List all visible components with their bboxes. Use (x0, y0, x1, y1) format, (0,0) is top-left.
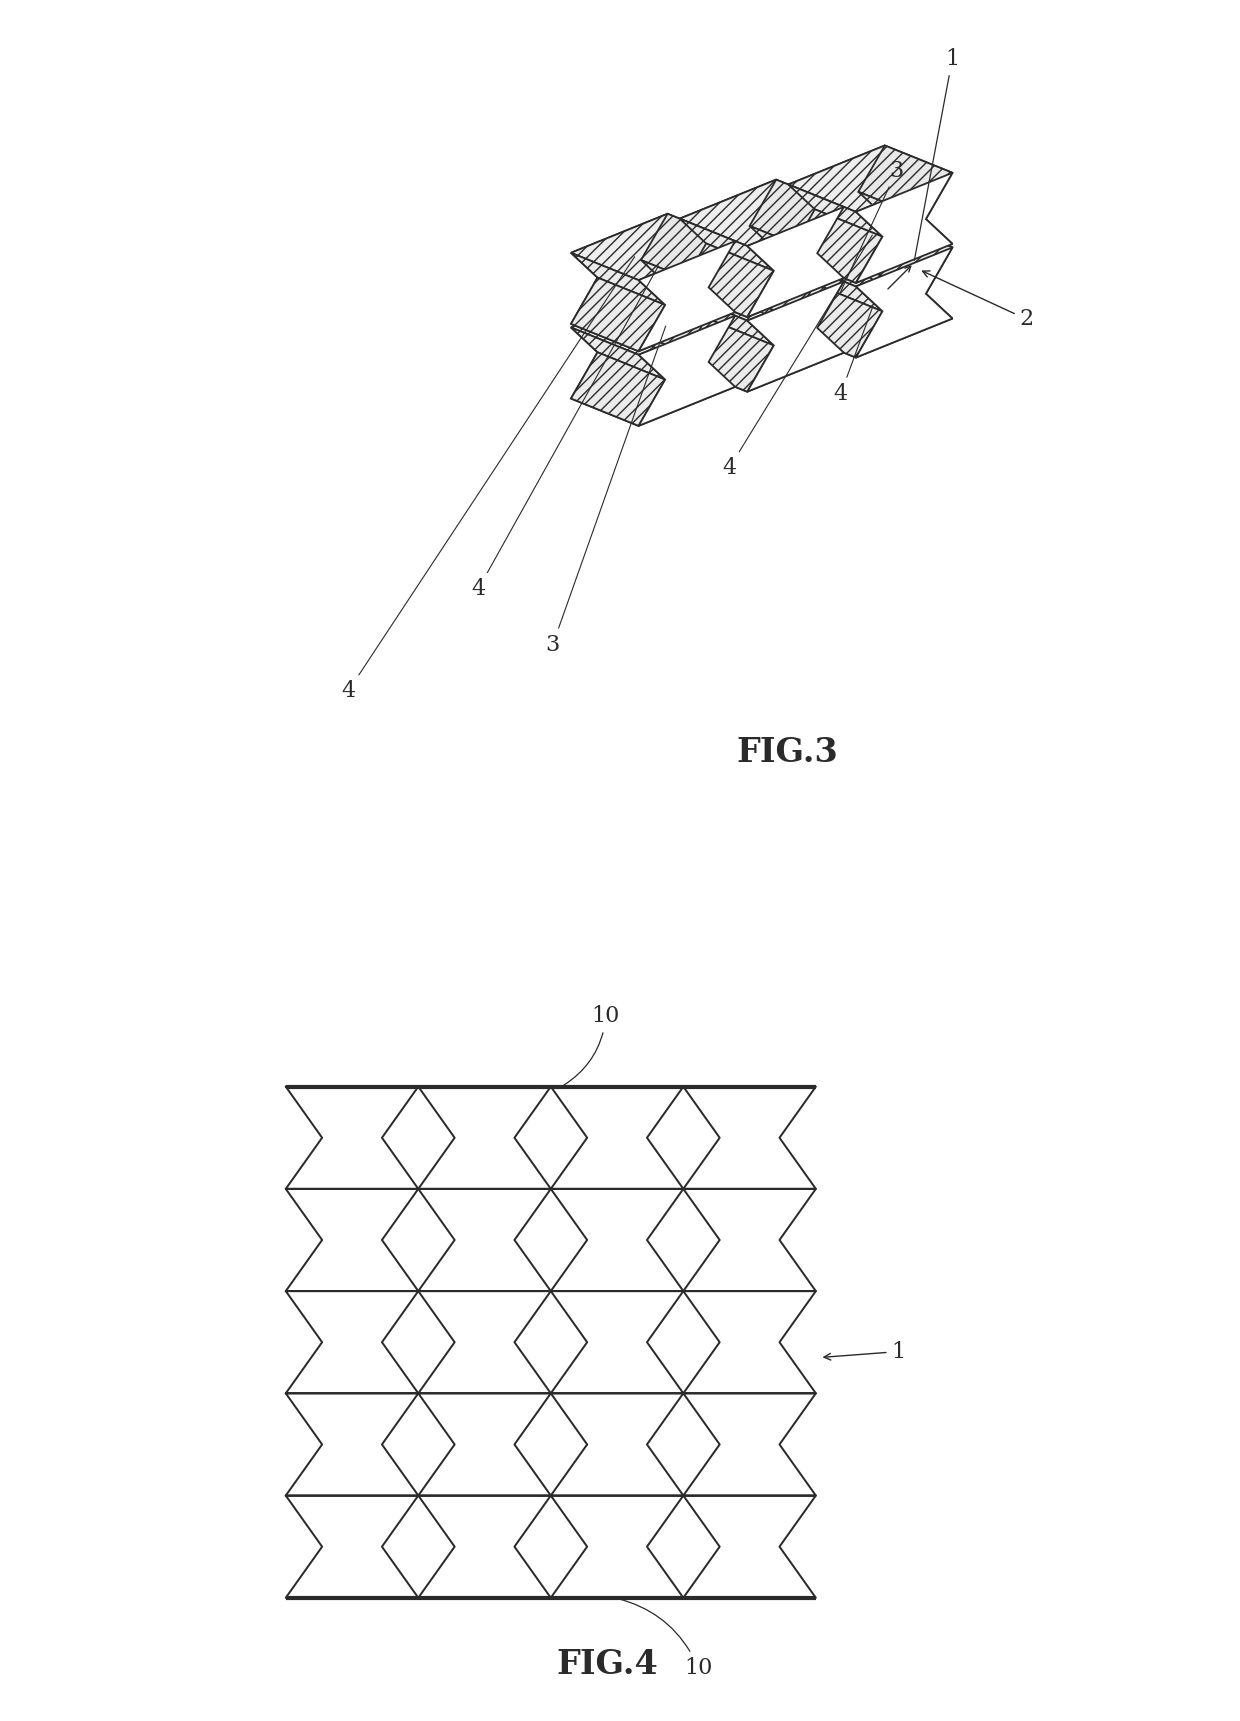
Polygon shape (748, 282, 843, 392)
Polygon shape (680, 179, 776, 289)
Text: 4: 4 (833, 306, 873, 404)
Text: FIG.3: FIG.3 (737, 737, 838, 769)
Polygon shape (789, 220, 952, 286)
Text: 4: 4 (722, 236, 872, 478)
Polygon shape (789, 184, 883, 236)
Polygon shape (750, 301, 843, 353)
Text: 4: 4 (341, 256, 635, 702)
Polygon shape (750, 179, 843, 253)
Polygon shape (570, 327, 665, 380)
Polygon shape (641, 260, 735, 312)
Polygon shape (789, 146, 885, 256)
Polygon shape (750, 225, 843, 279)
Text: 10: 10 (618, 1599, 713, 1678)
Polygon shape (680, 318, 774, 392)
Text: 1: 1 (914, 48, 960, 260)
Polygon shape (680, 293, 774, 346)
Polygon shape (680, 255, 843, 320)
Polygon shape (789, 260, 883, 312)
Polygon shape (789, 210, 883, 282)
Text: FIG.4: FIG.4 (557, 1647, 658, 1680)
Polygon shape (858, 146, 952, 219)
Polygon shape (639, 315, 735, 425)
Polygon shape (680, 251, 843, 317)
Polygon shape (789, 291, 952, 358)
Polygon shape (856, 172, 952, 282)
Polygon shape (858, 220, 952, 294)
Polygon shape (856, 248, 952, 358)
Text: 2: 2 (923, 270, 1034, 330)
Text: 10: 10 (564, 1005, 620, 1086)
Polygon shape (641, 334, 735, 387)
Polygon shape (680, 179, 843, 246)
Polygon shape (858, 191, 952, 244)
Polygon shape (789, 217, 952, 282)
Polygon shape (789, 284, 883, 358)
Polygon shape (641, 213, 735, 287)
Polygon shape (639, 241, 735, 351)
Text: 4: 4 (471, 265, 658, 601)
Polygon shape (680, 255, 776, 365)
Polygon shape (570, 253, 665, 305)
Text: 1: 1 (823, 1341, 905, 1363)
Polygon shape (641, 289, 735, 361)
Polygon shape (750, 255, 843, 329)
Polygon shape (748, 207, 843, 317)
Polygon shape (570, 289, 667, 399)
Text: 3: 3 (546, 325, 666, 656)
Polygon shape (680, 219, 774, 270)
Polygon shape (570, 353, 665, 425)
Polygon shape (570, 213, 667, 324)
Polygon shape (570, 213, 735, 281)
Text: 3: 3 (839, 160, 904, 294)
Polygon shape (570, 360, 735, 425)
Polygon shape (680, 243, 774, 317)
Polygon shape (858, 267, 952, 318)
Polygon shape (789, 146, 952, 212)
Polygon shape (570, 277, 665, 351)
Polygon shape (570, 286, 735, 351)
Polygon shape (570, 289, 735, 355)
Polygon shape (789, 220, 885, 330)
Polygon shape (680, 325, 843, 392)
